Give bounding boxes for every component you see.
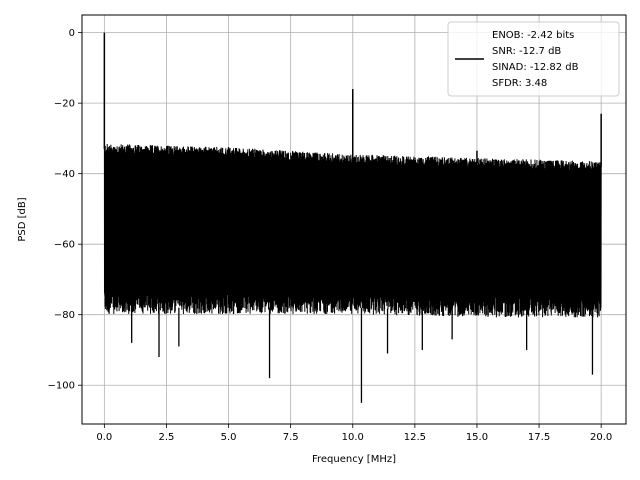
y-tick-label: −40 [54,169,75,180]
y-tick-label: −20 [54,99,75,110]
x-tick-label: 20.0 [590,432,612,443]
legend-box [447,21,620,97]
legend-entry-enob: ENOB: -2.42 bits [492,30,574,41]
y-axis-ticks: 0 −20 −40 −60 −80 −100 [48,28,82,392]
x-axis-title: Frequency [MHz] [312,454,396,465]
legend: ENOB: -2.42 bits SNR: -12.7 dB SINAD: -1… [447,21,620,97]
noise-dips-group [131,307,594,403]
y-axis-title: PSD [dB] [17,197,28,241]
x-tick-label: 15.0 [466,432,488,443]
noise-floor-band [104,156,602,290]
spur-peaks-group [103,32,602,167]
x-tick-label: 17.5 [528,432,550,443]
y-tick-label: −80 [54,310,75,321]
x-tick-label: 5.0 [221,432,237,443]
y-tick-label: 0 [69,28,75,39]
legend-entry-sinad: SINAD: -12.82 dB [492,62,579,73]
y-tick-label: −100 [48,381,75,392]
x-axis-ticks: 0.0 2.5 5.0 7.5 10.0 12.5 15.0 17.5 20.0 [96,424,612,443]
y-tick-label: −60 [54,240,75,251]
x-tick-label: 2.5 [159,432,175,443]
x-tick-label: 12.5 [404,432,426,443]
x-tick-label: 10.0 [342,432,364,443]
x-tick-label: 7.5 [283,432,299,443]
legend-entry-snr: SNR: -12.7 dB [492,46,561,57]
legend-entry-sfdr: SFDR: 3.48 [492,78,547,89]
plot-frame [81,14,627,425]
noise-floor-group [103,143,602,318]
x-tick-label: 0.0 [96,432,112,443]
